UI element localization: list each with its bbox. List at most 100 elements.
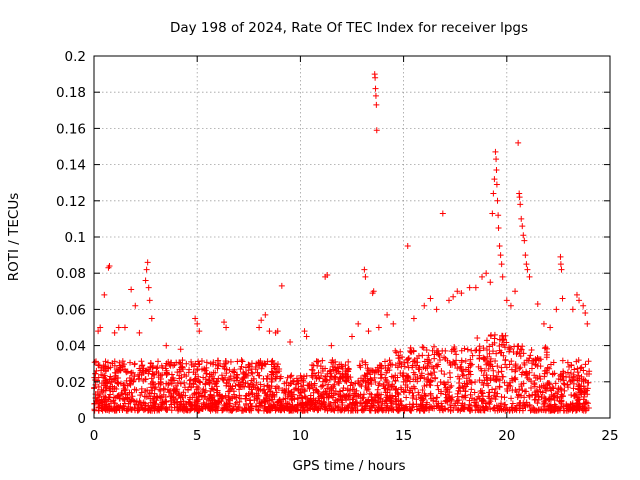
data-point xyxy=(225,376,232,383)
data-point xyxy=(312,397,319,404)
data-point xyxy=(424,364,431,371)
data-point xyxy=(392,393,399,400)
data-point xyxy=(382,376,389,383)
data-point xyxy=(516,194,523,201)
data-point xyxy=(177,368,184,375)
data-point xyxy=(540,320,547,327)
data-point xyxy=(171,404,178,411)
data-point xyxy=(440,380,447,387)
data-point xyxy=(553,306,560,313)
data-point xyxy=(145,284,152,291)
data-point xyxy=(582,377,589,384)
data-point xyxy=(357,381,364,388)
data-point xyxy=(518,215,525,222)
data-point xyxy=(396,404,403,411)
data-point xyxy=(297,372,304,379)
data-point xyxy=(248,377,255,384)
data-point xyxy=(110,376,117,383)
data-point xyxy=(503,405,510,412)
data-point xyxy=(532,392,539,399)
data-point xyxy=(404,405,411,412)
data-point xyxy=(420,364,427,371)
data-point xyxy=(517,201,524,208)
data-point xyxy=(398,386,405,393)
data-point xyxy=(128,369,135,376)
data-point xyxy=(238,357,245,364)
data-point xyxy=(534,374,541,381)
data-point xyxy=(455,397,462,404)
data-point xyxy=(494,390,501,397)
data-point xyxy=(368,381,375,388)
data-point xyxy=(388,373,395,380)
data-point xyxy=(502,332,509,339)
data-point xyxy=(420,344,427,351)
data-point xyxy=(557,253,564,260)
data-point xyxy=(319,368,326,375)
data-point xyxy=(514,394,521,401)
data-point xyxy=(578,373,585,380)
data-point xyxy=(446,369,453,376)
data-point xyxy=(386,357,393,364)
data-point xyxy=(345,358,352,365)
data-point xyxy=(199,366,206,373)
data-point xyxy=(466,360,473,367)
data-point xyxy=(427,370,434,377)
data-point xyxy=(294,401,301,408)
data-point xyxy=(255,406,262,413)
data-point xyxy=(575,372,582,379)
data-point xyxy=(310,362,317,369)
data-point xyxy=(435,386,442,393)
data-point xyxy=(478,398,485,405)
data-point xyxy=(372,92,379,99)
data-point xyxy=(117,367,124,374)
data-point xyxy=(303,406,310,413)
data-point xyxy=(103,380,110,387)
data-point xyxy=(150,371,157,378)
dense-data-band xyxy=(91,331,593,414)
data-point xyxy=(102,368,109,375)
y-tick-label: 0 xyxy=(77,411,86,427)
data-point xyxy=(531,391,538,398)
data-point xyxy=(371,397,378,404)
data-point xyxy=(468,386,475,393)
data-point xyxy=(525,392,532,399)
data-point xyxy=(439,210,446,217)
data-point xyxy=(474,334,481,341)
data-point xyxy=(168,371,175,378)
data-point xyxy=(160,385,167,392)
data-point xyxy=(120,381,127,388)
data-point xyxy=(528,346,535,353)
data-point xyxy=(560,368,567,375)
data-point xyxy=(507,345,514,352)
data-point xyxy=(547,386,554,393)
data-point xyxy=(384,386,391,393)
data-point xyxy=(527,352,534,359)
data-point xyxy=(345,393,352,400)
data-point xyxy=(542,397,549,404)
data-point xyxy=(531,381,538,388)
data-point xyxy=(314,388,321,395)
data-point xyxy=(512,288,519,295)
data-point xyxy=(372,379,379,386)
data-point xyxy=(417,375,424,382)
data-point xyxy=(318,372,325,379)
data-point xyxy=(288,407,295,414)
data-point xyxy=(413,406,420,413)
data-point xyxy=(301,328,308,335)
data-point xyxy=(255,387,262,394)
y-axis-ticks: 0 0.02 0.04 0.06 0.08 0.1 0.12 0.14 0.16 0.18 0.2 xyxy=(56,49,610,427)
data-point xyxy=(503,364,510,371)
data-point xyxy=(491,392,498,399)
data-point xyxy=(368,391,375,398)
data-point xyxy=(348,401,355,408)
data-point xyxy=(277,375,284,382)
data-point xyxy=(186,380,193,387)
data-point xyxy=(356,400,363,407)
data-point xyxy=(501,401,508,408)
data-point xyxy=(154,407,161,414)
data-point xyxy=(207,400,214,407)
data-point xyxy=(489,210,496,217)
data-point xyxy=(116,359,123,366)
data-point xyxy=(91,407,98,414)
data-point xyxy=(339,365,346,372)
